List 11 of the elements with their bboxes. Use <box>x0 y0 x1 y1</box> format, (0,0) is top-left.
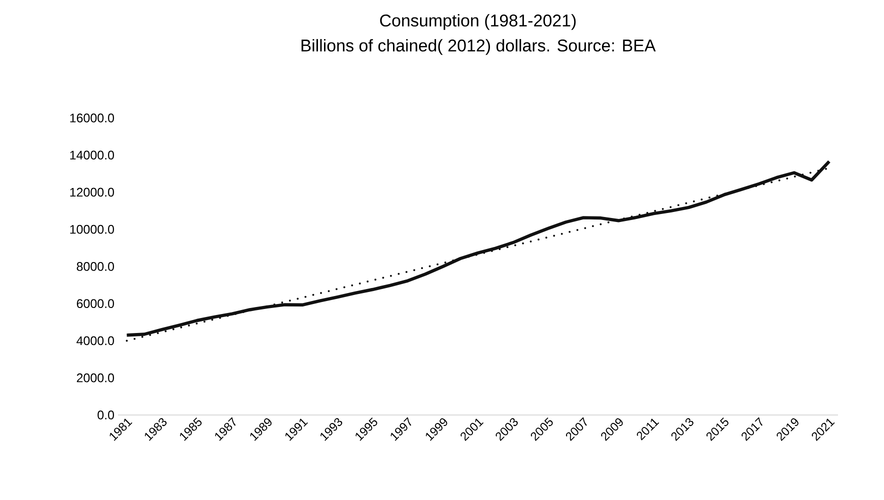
chart-subtitle: Billions of chained( 2012) dollars. Source: BEA <box>302 39 656 55</box>
y-tick-label: 6000.0 <box>76 299 114 308</box>
chart-title: Consumption (1981-2021) <box>380 14 576 30</box>
y-tick-label: 2000.0 <box>76 373 114 382</box>
y-tick-label: 12000.0 <box>70 188 114 197</box>
y-tick-label: 0.0 <box>98 410 114 420</box>
y-tick-label: 10000.0 <box>70 224 114 234</box>
y-tick-label: 14000.0 <box>70 150 114 160</box>
y-tick-label: 16000.0 <box>70 114 114 122</box>
y-tick-label: 4000.0 <box>76 336 114 346</box>
y-tick-label: 8000.0 <box>76 262 114 271</box>
